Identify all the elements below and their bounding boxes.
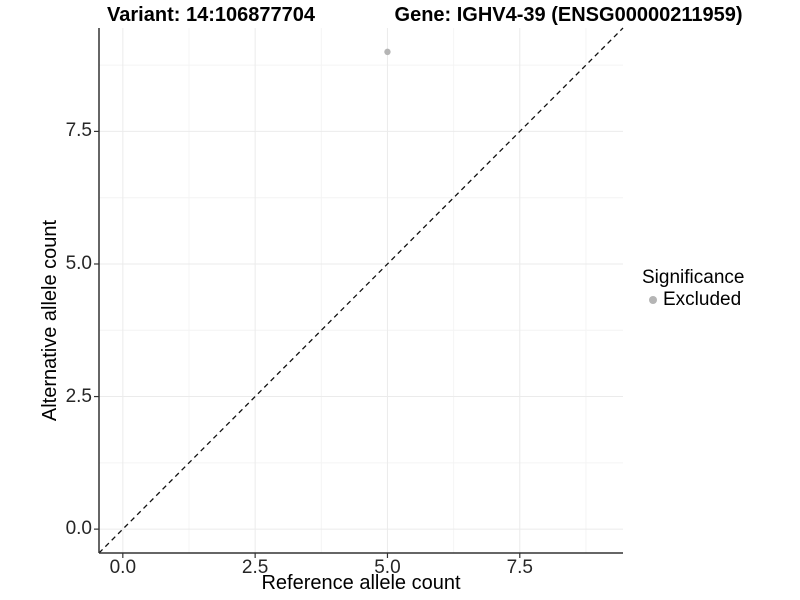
legend-key-dot-icon [649,295,657,304]
plot-panel [94,27,624,558]
plot-canvas [94,27,624,558]
legend: Significance Excluded [642,266,744,310]
identity-line [98,27,624,554]
plot-title-gene: Gene: IGHV4-39 (ENSG00000211959) [394,4,743,26]
legend-item-label: Excluded [663,288,742,310]
legend-item: Excluded [642,289,744,310]
x-axis-title: Reference allele count [261,572,461,594]
y-axis-title: Alternative allele count [39,219,61,422]
plot-title-variant: Variant: 14:106877704 [107,4,315,26]
legend-title: Significance [642,267,745,288]
data-point [384,48,391,56]
legend-items: Excluded [642,289,744,310]
